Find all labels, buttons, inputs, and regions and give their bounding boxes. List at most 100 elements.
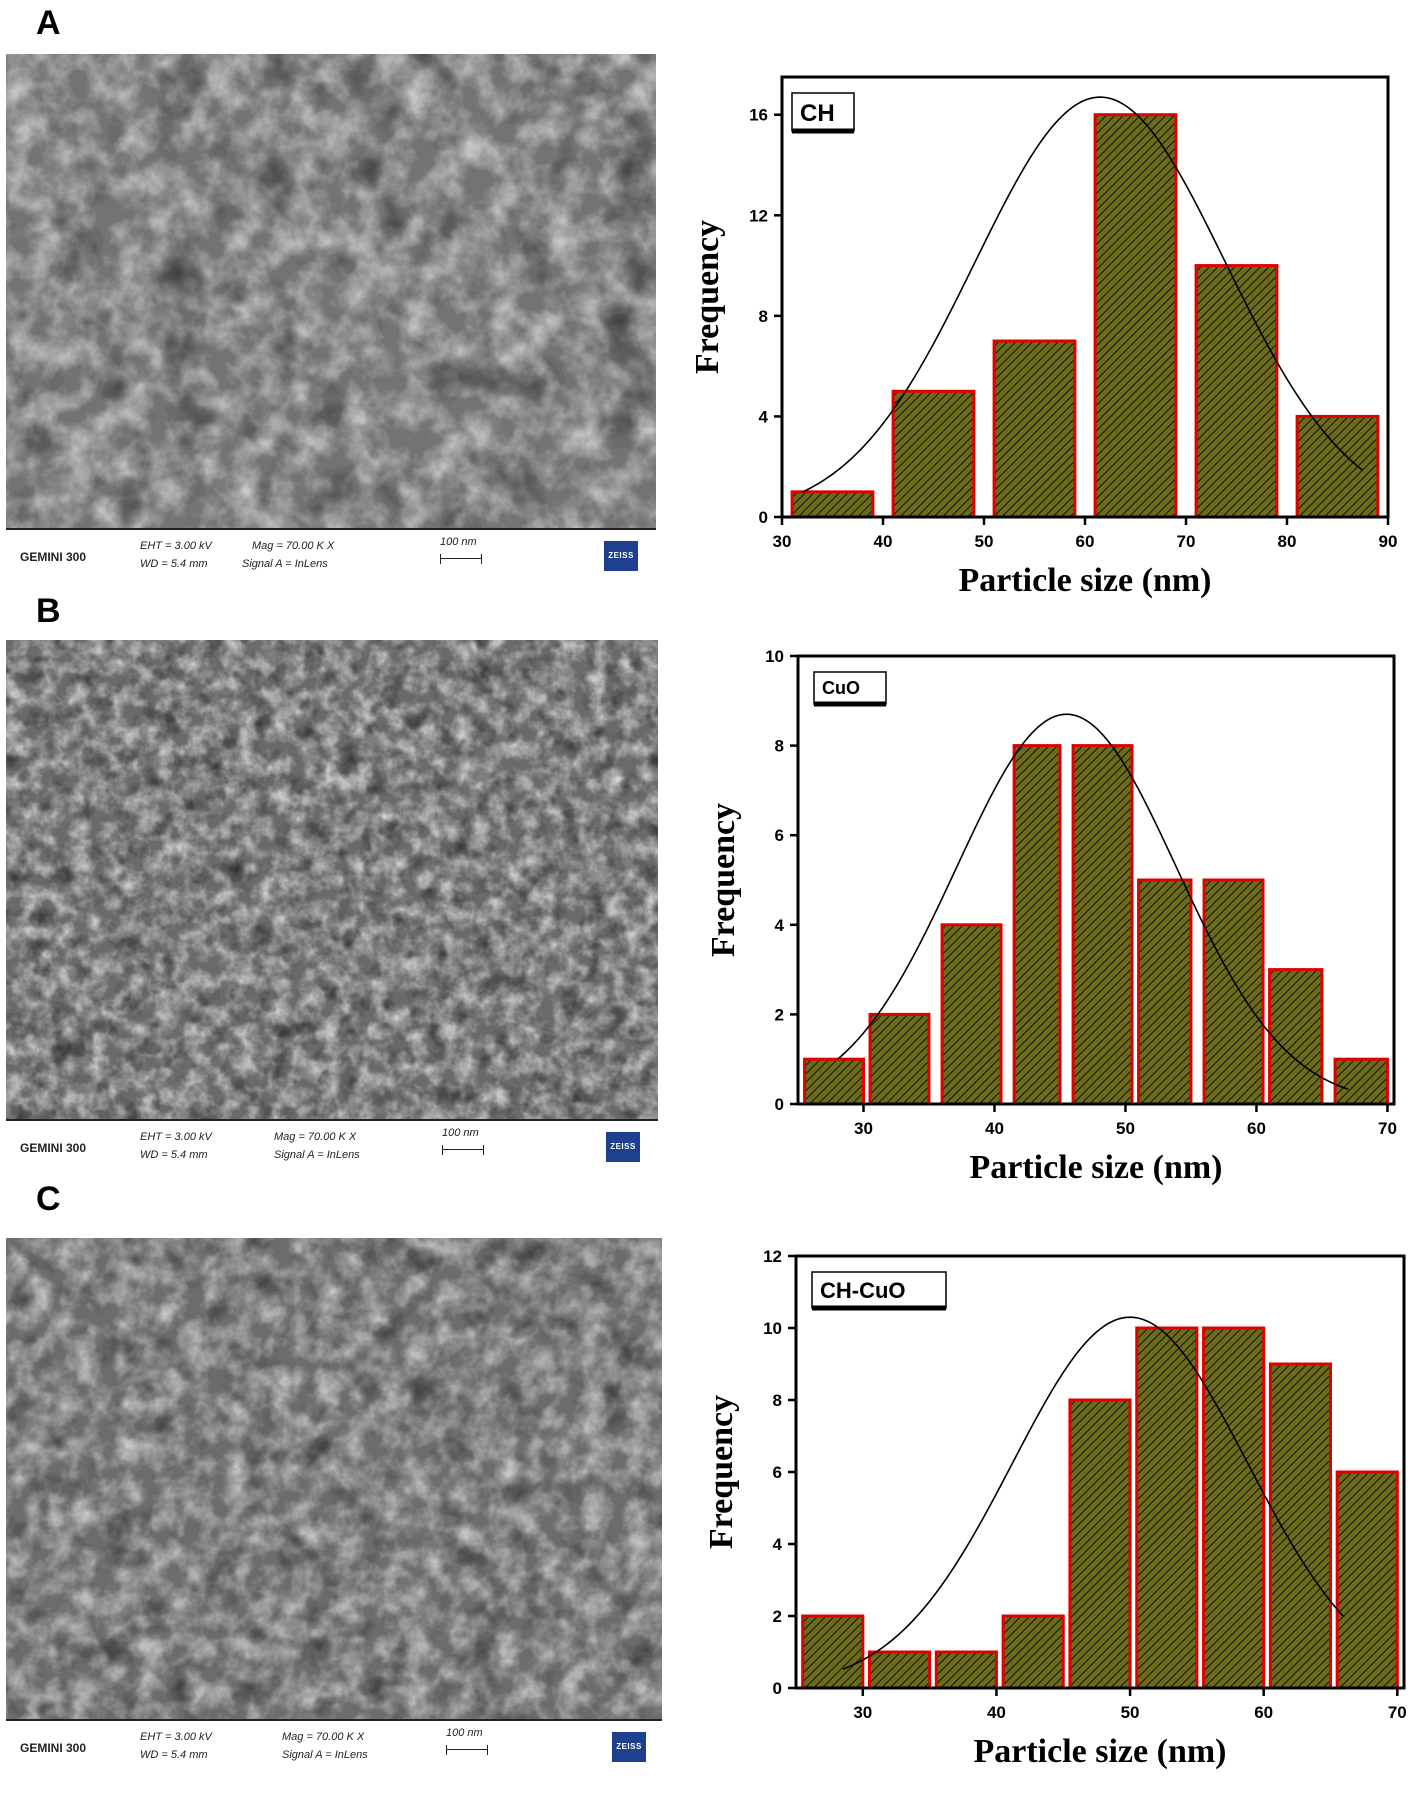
mag-label: Mag = 70.00 K X	[282, 1731, 365, 1743]
plot-frame	[796, 654, 1396, 1106]
histogram-chart-cuo: 30 40 50 60 70 0 2 4 6 8 10 Particle size (nm) Frequ…	[705, 647, 1397, 1186]
x-tick-label: 40	[874, 532, 893, 551]
x-axis-title: Particle size (nm)	[974, 1733, 1227, 1770]
histogram-chart-ch: 30 40 50 60 70 80 90 0 4 8 12 16 Particle size (nm) F…	[689, 75, 1398, 599]
y-tick-label: 2	[775, 1005, 784, 1024]
panel-letter-a: A	[36, 4, 61, 42]
sem-texture	[6, 54, 656, 530]
y-tick-label: 2	[773, 1607, 782, 1626]
histogram-bar	[1068, 1398, 1132, 1690]
legend-box	[811, 1271, 947, 1309]
scale-bar	[442, 1145, 484, 1155]
histogram-bar	[992, 339, 1077, 519]
legend-box	[813, 671, 887, 705]
histogram-bar	[1333, 1057, 1389, 1106]
mag-label: Mag = 70.00 K X	[252, 540, 335, 552]
histogram-bar	[803, 1057, 865, 1106]
scale-bar	[446, 1745, 488, 1755]
sem-info-bar: GEMINI 300 EHT = 3.00 kV WD = 5.4 mm Mag…	[6, 1119, 658, 1175]
y-tick-label: 6	[773, 1463, 782, 1482]
y-tick-label: 4	[759, 407, 769, 426]
histogram-bar	[1093, 113, 1178, 519]
y-tick-label: 8	[775, 737, 784, 756]
gaussian-fit-line	[842, 1316, 1345, 1670]
histogram-bar	[790, 490, 875, 519]
x-tick-label: 50	[1116, 1119, 1135, 1138]
y-tick-label: 8	[773, 1391, 782, 1410]
x-tick-label: 90	[1379, 532, 1398, 551]
signal-label: Signal A = InLens	[242, 558, 328, 570]
zeiss-logo: ZEISS	[612, 1732, 646, 1762]
histogram-bar	[868, 1012, 931, 1106]
scale-bar	[440, 554, 482, 564]
y-tick-label: 16	[749, 106, 768, 125]
x-tick-label: 30	[853, 1703, 872, 1722]
sem-info-bar: GEMINI 300 EHT = 3.00 kV WD = 5.4 mm Mag…	[6, 528, 656, 584]
instrument-label: GEMINI 300	[20, 1141, 87, 1155]
zeiss-logo: ZEISS	[606, 1132, 640, 1162]
histogram-bar	[1268, 1362, 1333, 1690]
sem-texture	[6, 1238, 662, 1721]
y-tick-label: 6	[775, 826, 784, 845]
histogram-bar	[1194, 264, 1279, 519]
sem-micrograph-c: GEMINI 300 EHT = 3.00 kV WD = 5.4 mm Mag…	[6, 1238, 662, 1775]
histogram-bar	[1335, 1470, 1399, 1690]
gaussian-fit-line	[801, 96, 1364, 493]
histogram-bar	[891, 389, 976, 519]
legend-box	[791, 92, 855, 132]
y-tick-label: 8	[759, 307, 768, 326]
x-axis-title: Particle size (nm)	[970, 1149, 1223, 1186]
y-axis-title: Frequency	[689, 220, 726, 374]
x-axis-title: Particle size (nm)	[959, 562, 1212, 599]
sem-info-bar: GEMINI 300 EHT = 3.00 kV WD = 5.4 mm Mag…	[6, 1719, 662, 1775]
histogram-bar	[1202, 1326, 1266, 1690]
x-tick-label: 70	[1378, 1119, 1397, 1138]
histogram-chart-ch-cuo: 30 40 50 60 70 0 2 4 6 8 10 12 Particle size (nm) Fre…	[703, 1247, 1407, 1770]
histogram-bar	[1295, 414, 1380, 519]
x-tick-label: 60	[1076, 532, 1095, 551]
y-axis-title: Frequency	[705, 803, 742, 957]
x-tick-label: 60	[1247, 1119, 1266, 1138]
zeiss-logo: ZEISS	[604, 541, 638, 571]
y-tick-label: 4	[775, 916, 785, 935]
x-tick-label: 30	[773, 532, 792, 551]
y-axis-title: Frequency	[703, 1395, 740, 1549]
legend-label: CuO	[822, 678, 860, 698]
histogram-bar	[1268, 968, 1324, 1106]
histogram-bar	[1202, 878, 1265, 1106]
wd-label: WD = 5.4 mm	[140, 1149, 208, 1161]
instrument-label: GEMINI 300	[20, 550, 87, 564]
x-tick-label: 30	[854, 1119, 873, 1138]
wd-label: WD = 5.4 mm	[140, 1749, 208, 1761]
histogram-bar	[1012, 744, 1062, 1106]
x-tick-label: 40	[985, 1119, 1004, 1138]
x-tick-label: 70	[1388, 1703, 1407, 1722]
y-tick-label: 0	[775, 1095, 784, 1114]
scale-label: 100 nm	[440, 536, 477, 548]
legend-label: CH-CuO	[820, 1278, 906, 1303]
histogram-bar	[1135, 1326, 1199, 1690]
x-tick-label: 80	[1278, 532, 1297, 551]
instrument-label: GEMINI 300	[20, 1741, 87, 1755]
wd-label: WD = 5.4 mm	[140, 558, 208, 570]
y-tick-label: 0	[773, 1679, 782, 1698]
x-tick-label: 40	[987, 1703, 1006, 1722]
histogram-bar	[867, 1650, 932, 1690]
x-tick-label: 50	[975, 532, 994, 551]
histogram-bar	[1071, 744, 1134, 1106]
sem-micrograph-b: GEMINI 300 EHT = 3.00 kV WD = 5.4 mm Mag…	[6, 640, 658, 1175]
eht-label: EHT = 3.00 kV	[140, 1131, 212, 1143]
y-tick-label: 12	[749, 206, 768, 225]
gaussian-fit-line	[836, 713, 1349, 1091]
signal-label: Signal A = InLens	[282, 1749, 368, 1761]
x-tick-label: 70	[1177, 532, 1196, 551]
histogram-bar	[1001, 1614, 1065, 1690]
histogram-bar	[934, 1650, 998, 1690]
sem-micrograph-a: GEMINI 300 EHT = 3.00 kV WD = 5.4 mm Mag…	[6, 54, 656, 584]
scale-label: 100 nm	[446, 1727, 483, 1739]
histogram-bar	[940, 923, 1003, 1106]
y-tick-label: 0	[759, 508, 768, 527]
scale-label: 100 nm	[442, 1127, 479, 1139]
legend-label: CH	[800, 100, 835, 127]
x-tick-label: 50	[1121, 1703, 1140, 1722]
